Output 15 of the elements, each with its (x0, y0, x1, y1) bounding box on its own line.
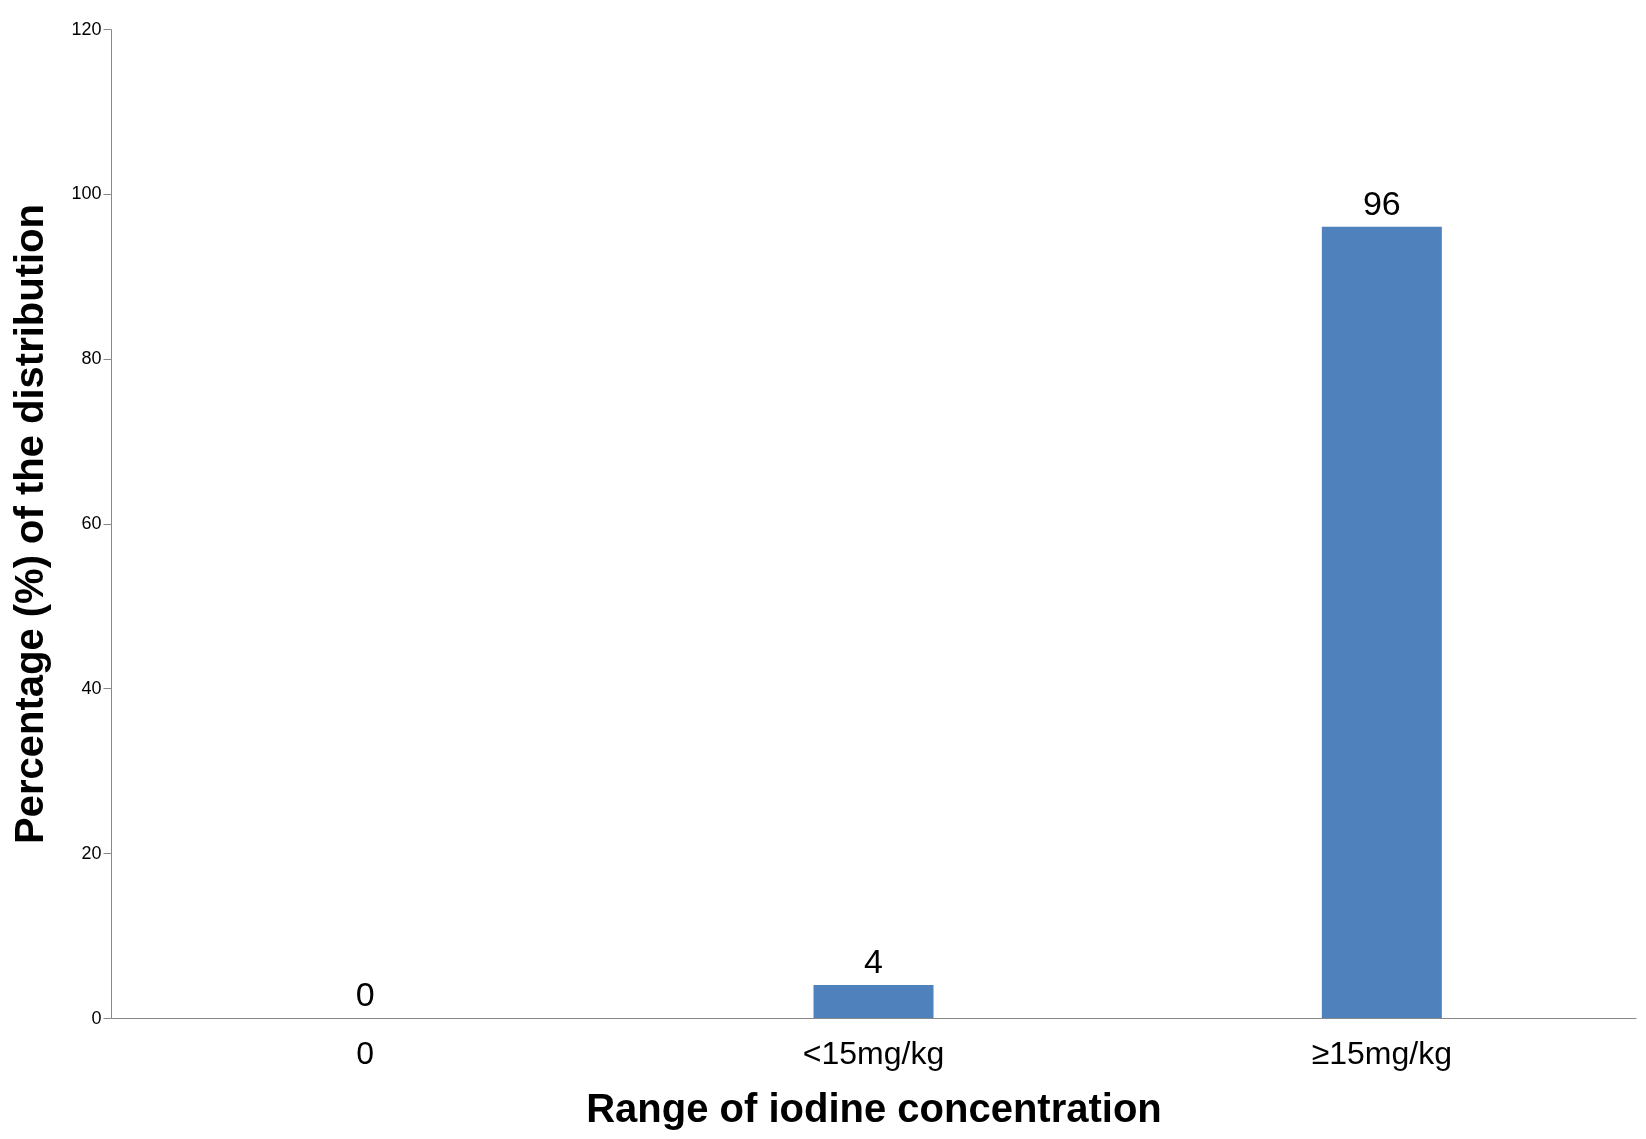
y-tick-label: 100 (71, 183, 102, 204)
y-tick-label: 80 (81, 348, 102, 369)
x-tick-label: ≥15mg/kg (1311, 1034, 1452, 1071)
x-tick-label: 0 (356, 1034, 375, 1071)
data-label: 0 (355, 975, 375, 1013)
y-tick-label: 0 (91, 1007, 102, 1028)
y-axis-title: Percentage (%) of the distribution (7, 203, 52, 845)
y-tick-label: 20 (81, 842, 102, 863)
data-label: 96 (1362, 183, 1401, 222)
y-tick-label: 40 (81, 677, 102, 698)
y-tick-label: 120 (71, 18, 102, 39)
y-tick-label: 60 (81, 513, 102, 533)
data-label: 4 (864, 942, 883, 981)
x-axis-title: Range of iodine concentration (586, 1085, 1162, 1130)
x-tick-label: <15mg/kg (802, 1034, 945, 1071)
